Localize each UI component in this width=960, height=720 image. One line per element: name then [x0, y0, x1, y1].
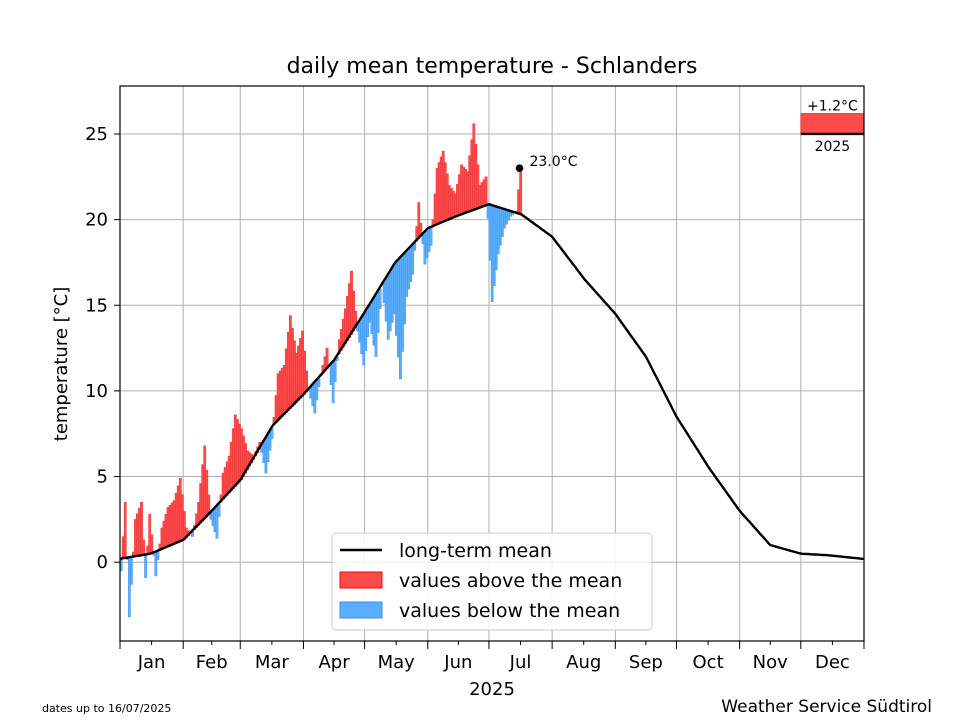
legend: long-term mean values above the mean val…	[331, 532, 653, 631]
last-value-label: 23.0°C	[530, 154, 578, 170]
bar-below-mean	[333, 359, 337, 382]
bar-below-mean	[156, 550, 160, 561]
legend-label-mean: long-term mean	[399, 540, 552, 562]
y-tick-label: 15	[85, 295, 108, 316]
x-tick-label: Mar	[255, 652, 290, 673]
x-tick-label: Aug	[566, 652, 601, 673]
y-tick-label: 25	[85, 124, 108, 145]
y-tick-label: 5	[97, 467, 108, 488]
last-value-marker	[515, 164, 524, 173]
bar-below-mean	[429, 227, 433, 246]
credit-text: Weather Service Südtirol	[721, 697, 932, 717]
bar-above-mean	[519, 168, 523, 215]
bar-below-mean	[378, 288, 382, 309]
y-tick-label: 10	[85, 381, 108, 402]
bar-above-mean	[123, 502, 127, 559]
bars-layer	[119, 123, 523, 618]
plot-frame	[119, 85, 865, 642]
x-axis-label: 2025	[469, 679, 515, 700]
bar-below-mean	[144, 554, 147, 578]
x-tick-label: Jun	[443, 652, 472, 673]
anomaly-bar	[800, 113, 865, 135]
x-tick-label: May	[378, 652, 416, 673]
x-tick-label: Nov	[753, 652, 788, 673]
bar-above-mean	[150, 534, 154, 554]
legend-label-above: values above the mean	[399, 570, 622, 592]
anomaly-box: +1.2°C 2025	[800, 98, 865, 155]
legend-swatch-above	[339, 571, 383, 589]
y-tick-label: 0	[97, 552, 108, 573]
legend-box	[331, 532, 653, 631]
x-tick-label: Apr	[318, 652, 350, 673]
bar-below-mean	[129, 556, 133, 585]
x-tick-label: Dec	[815, 652, 850, 673]
chart-title: daily mean temperature - Schlanders	[287, 54, 698, 79]
x-tick-label: Feb	[196, 652, 228, 673]
y-axis-label: temperature [°C]	[51, 287, 72, 441]
legend-swatch-below	[339, 601, 383, 619]
x-tick-label: Jul	[509, 652, 532, 673]
bar-above-mean	[484, 176, 488, 206]
legend-label-below: values below the mean	[399, 600, 620, 622]
y-tick-label: 20	[85, 210, 108, 231]
bar-below-mean	[217, 504, 221, 517]
x-tick-label: Oct	[693, 652, 724, 673]
anomaly-value-label: +1.2°C	[807, 98, 858, 114]
anomaly-year-label: 2025	[815, 139, 851, 155]
dates-note: dates up to 16/07/2025	[42, 702, 171, 715]
x-tick-label: Sep	[629, 652, 663, 673]
x-tick-label: Jan	[137, 652, 166, 673]
bar-above-mean	[142, 539, 145, 556]
long-term-mean-line	[119, 202, 864, 560]
